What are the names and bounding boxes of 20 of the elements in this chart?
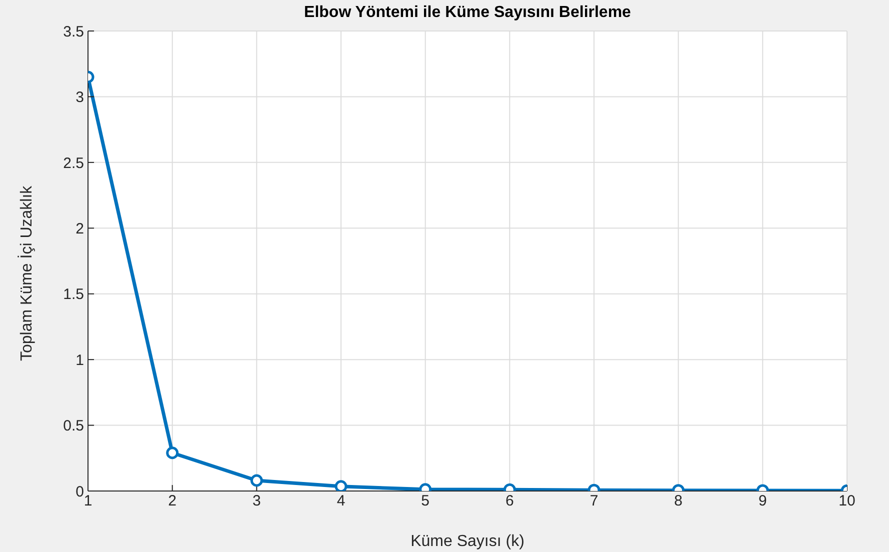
y-tick-label: 1.5 [63,286,84,304]
y-tick-label: 0.5 [63,418,84,435]
x-tick-label: 10 [838,492,856,510]
x-tick-label: 9 [758,492,767,510]
x-tick-label: 4 [336,492,346,510]
y-axis-title: Toplam Küme İçi Uzaklık [18,184,36,361]
y-tick-label: 3 [76,89,84,106]
y-tick-label: 0 [76,483,84,500]
y-tick-label: 2.5 [63,154,84,172]
y-tick-label: 2 [76,220,84,238]
x-tick-label: 6 [505,492,514,510]
chart-title: Elbow Yöntemi ile Küme Sayısını Belirleme [303,4,632,22]
x-tick-label: 8 [674,492,683,510]
x-tick-label: 5 [421,492,430,510]
x-tick-label: 7 [590,492,598,510]
y-tick-label: 1 [76,352,84,369]
x-tick-label: 3 [252,492,261,510]
y-tick-label: 3.5 [63,23,84,40]
x-axis-title: Küme Sayısı (k) [410,533,524,550]
x-tick-label: 2 [168,492,177,510]
